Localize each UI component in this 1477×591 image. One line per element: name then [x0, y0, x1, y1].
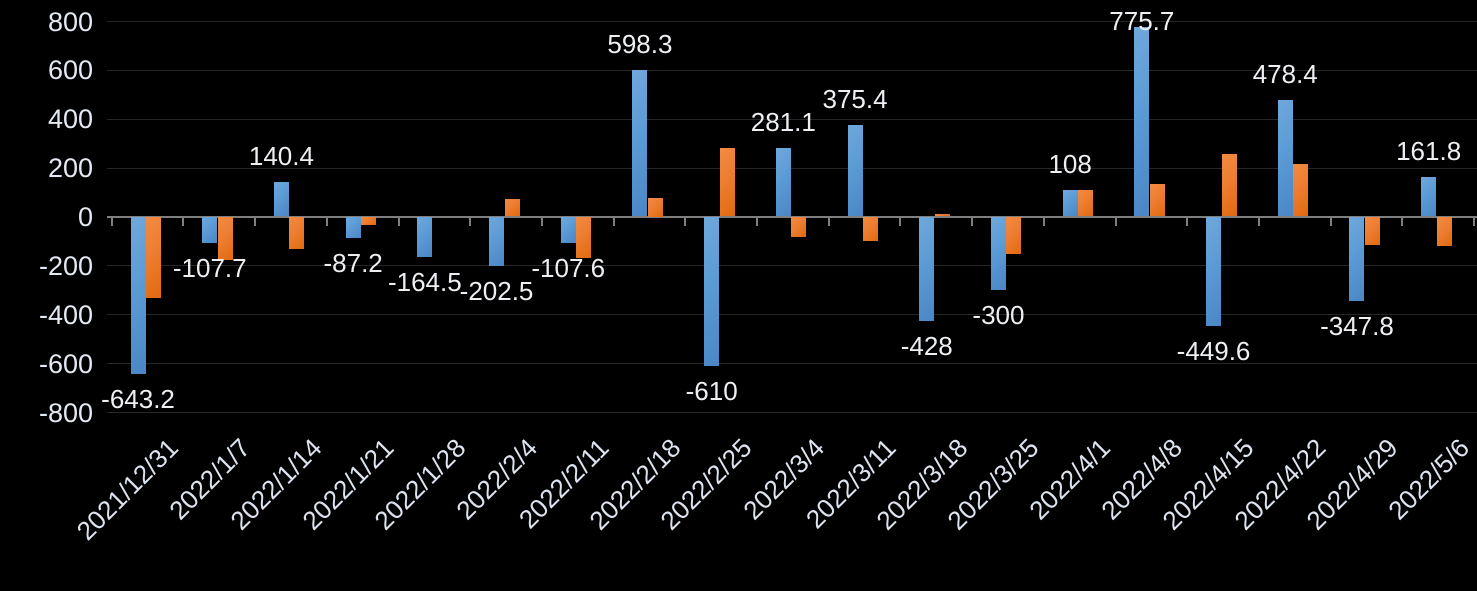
y-axis-tick-label: 800 [47, 6, 93, 37]
y-axis-tick-label: -400 [38, 299, 93, 330]
data-label: -428 [900, 331, 953, 362]
gridline [107, 363, 1477, 365]
blue-series-bar [560, 216, 576, 243]
data-label: -449.6 [1176, 336, 1251, 367]
data-label: -347.8 [1320, 311, 1394, 342]
y-axis-tick-label: -600 [38, 348, 93, 379]
x-axis-tick [1473, 217, 1475, 226]
orange-series-bar [863, 216, 879, 241]
y-axis-tick-label: 400 [47, 104, 93, 135]
orange-series-bar [289, 216, 305, 250]
blue-series-bar [417, 216, 433, 257]
blue-series-bar [990, 216, 1006, 290]
blue-series-bar [489, 216, 505, 266]
y-axis-tick-label: 200 [47, 153, 93, 184]
gridline [107, 412, 1477, 413]
orange-series-bar [934, 214, 950, 217]
x-axis-tick [540, 217, 543, 226]
blue-series-bar [345, 216, 361, 238]
blue-series-bar [130, 216, 146, 374]
gridline [107, 265, 1477, 267]
data-label: 281.1 [750, 106, 816, 137]
blue-series-bar [1349, 216, 1365, 302]
gridline [107, 21, 1477, 22]
orange-series-bar [1221, 154, 1237, 217]
gridline [107, 69, 1477, 71]
x-axis-tick [325, 217, 328, 226]
orange-series-bar [361, 216, 377, 226]
blue-series-bar [1206, 216, 1222, 327]
x-axis-tick [182, 217, 185, 226]
x-axis-tick [612, 217, 615, 226]
orange-series-bar [217, 216, 233, 261]
orange-series-bar [1078, 189, 1094, 217]
orange-series-bar [791, 216, 807, 238]
x-axis-tick [1401, 217, 1404, 226]
x-axis-tick [1257, 217, 1260, 226]
data-label: 775.7 [1109, 6, 1175, 36]
blue-series-bar [632, 70, 648, 217]
x-axis-tick [1186, 217, 1189, 226]
data-label: -643.2 [101, 383, 175, 414]
blue-series-bar [1134, 26, 1150, 217]
data-label: 108 [1048, 149, 1092, 180]
data-label: 598.3 [607, 29, 673, 60]
orange-series-bar [1364, 216, 1380, 245]
blue-series-bar [919, 216, 935, 322]
data-label: -107.6 [531, 252, 606, 283]
orange-series-bar [1149, 183, 1165, 217]
blue-series-bar [847, 124, 863, 217]
y-axis-tick-label: 600 [47, 55, 93, 86]
x-axis-tick [1042, 217, 1045, 226]
blue-series-bar [1277, 99, 1293, 217]
data-label: -164.5 [387, 266, 462, 297]
data-label: -610 [685, 375, 738, 406]
blue-series-bar [273, 182, 289, 217]
orange-series-bar [1436, 216, 1452, 246]
orange-series-bar [1293, 163, 1309, 217]
x-axis-tick [756, 217, 758, 226]
x-axis-tick [1329, 217, 1332, 226]
orange-series-bar [647, 198, 663, 217]
data-label: 375.4 [822, 83, 888, 114]
x-axis-tick [397, 217, 400, 226]
blue-series-bar [704, 216, 720, 366]
data-label: 161.8 [1396, 135, 1462, 166]
data-label: -87.2 [323, 247, 383, 278]
orange-series-bar [504, 199, 520, 217]
blue-series-bar [1421, 176, 1437, 217]
x-axis-tick [827, 217, 830, 226]
blue-series-bar [202, 216, 218, 243]
blue-series-bar [775, 147, 791, 217]
x-axis-tick [684, 217, 687, 226]
x-axis-tick [469, 217, 472, 226]
data-label: -300 [972, 299, 1025, 330]
gridline [107, 167, 1477, 169]
x-axis-tick [110, 217, 113, 226]
data-label: 140.4 [248, 141, 314, 172]
x-axis-tick [899, 217, 902, 226]
x-axis-tick [971, 217, 974, 226]
x-axis-tick [254, 217, 257, 226]
gridline [107, 314, 1477, 316]
blue-series-bar [1062, 190, 1078, 217]
y-axis-tick-label: -800 [38, 397, 93, 428]
orange-series-bar [146, 216, 162, 299]
orange-series-bar [719, 148, 735, 217]
x-axis-tick [1114, 217, 1117, 226]
y-axis-tick-label: 0 [77, 202, 93, 232]
data-label: -202.5 [459, 275, 534, 306]
data-label: 478.4 [1252, 58, 1318, 89]
x-axis-category-label: 2021/12/31 [71, 432, 185, 546]
orange-series-bar [1006, 216, 1022, 255]
orange-series-bar [576, 216, 592, 259]
y-axis-tick-label: -200 [38, 250, 93, 281]
gridline [107, 118, 1477, 120]
data-label: -107.7 [172, 252, 247, 283]
